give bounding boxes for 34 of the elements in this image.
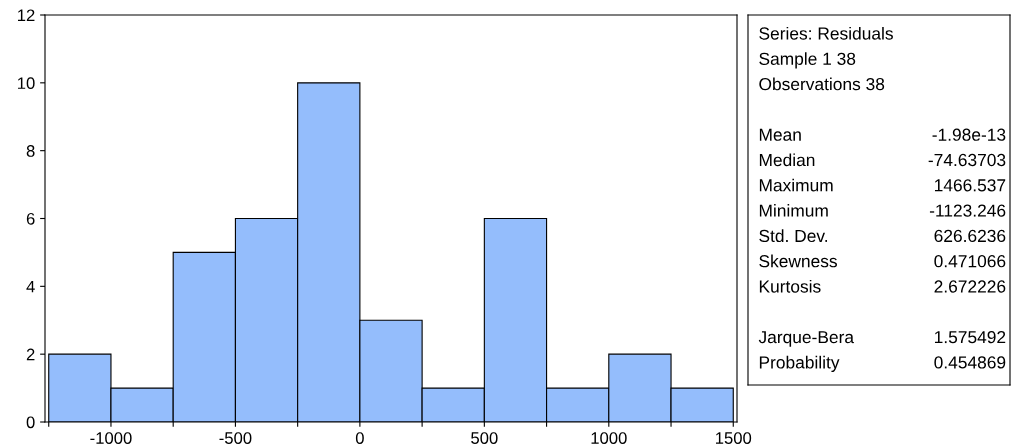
text: Series: Residuals — [759, 26, 893, 40]
text: 626.6236 — [934, 229, 1006, 243]
x-tick-label: 0 — [355, 432, 364, 444]
x-tick-label: 500 — [471, 432, 498, 444]
text: Sample 1 38 — [759, 52, 856, 69]
y-tick-label: 8 — [26, 145, 35, 157]
x-tick-label: 1500 — [716, 432, 752, 444]
text: 1.575492 — [934, 330, 1006, 344]
x-tick-label: -500 — [219, 432, 252, 444]
text: 0.471066 — [934, 255, 1006, 268]
text: 0.454869 — [934, 356, 1006, 369]
text: -1.98e-13 — [932, 128, 1006, 141]
x-tick-label: -1000 — [90, 432, 132, 444]
text: Median — [759, 153, 815, 167]
text: Maximum — [759, 178, 833, 192]
text: Minimum — [759, 204, 828, 217]
text: 1466.537 — [934, 179, 1006, 192]
x-tick-label: 1000 — [591, 432, 627, 444]
y-tick-label: 10 — [18, 77, 35, 90]
text: Mean — [759, 128, 801, 141]
text: -74.63703 — [928, 153, 1006, 167]
text: 2.672226 — [934, 280, 1006, 293]
y-tick-label: 12 — [18, 9, 35, 22]
text: Observations 38 — [759, 77, 885, 91]
y-tick-label: 6 — [26, 212, 35, 225]
y-tick-label: 2 — [26, 348, 35, 361]
text: Std. Dev. — [759, 229, 828, 243]
text: Probability — [759, 355, 840, 372]
text: Jarque-Bera — [758, 331, 855, 347]
y-tick-label: 4 — [26, 280, 35, 293]
text: -1123.246 — [929, 204, 1006, 217]
text: Kurtosis — [759, 279, 821, 293]
y-tick-label: 0 — [26, 416, 35, 429]
text: Skewness — [759, 254, 837, 268]
